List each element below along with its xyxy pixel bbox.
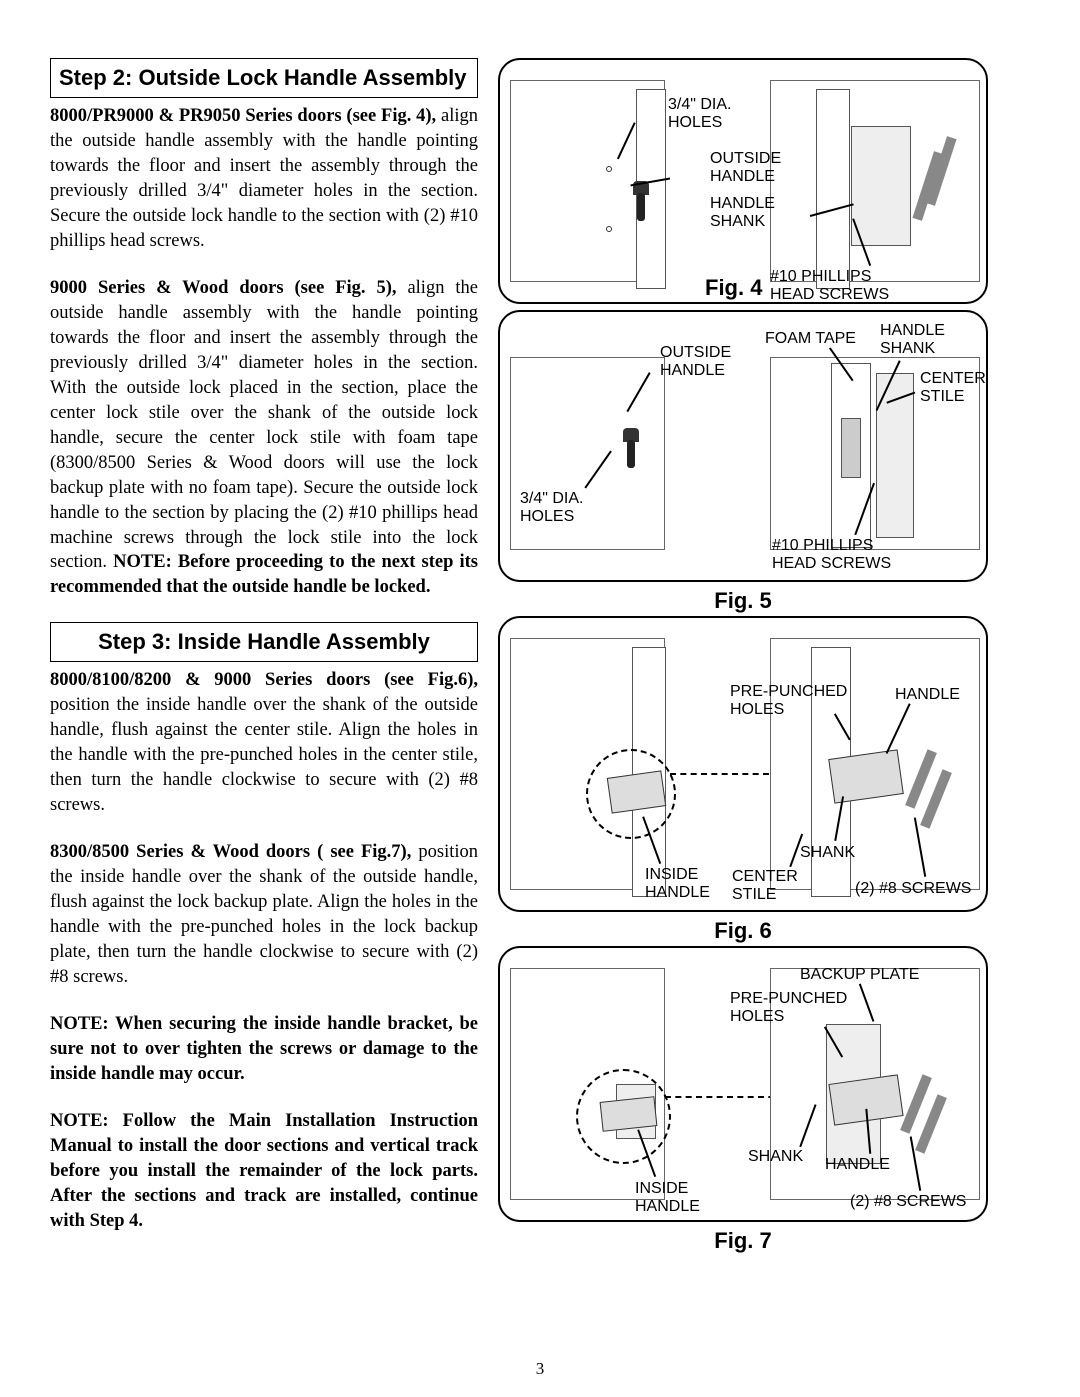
fig7-label-shank: SHANK	[748, 1148, 803, 1166]
fig7-caption: Fig. 7	[498, 1228, 988, 1254]
step2-header: Step 2: Outside Lock Handle Assembly	[50, 58, 478, 98]
fig4-label-dia-holes: 3/4" DIA. HOLES	[668, 96, 731, 131]
fig6-label-center-stile: CENTER STILE	[732, 868, 798, 903]
figure-4: 3/4" DIA. HOLES OUTSIDE HANDLE HANDLE SH…	[498, 58, 988, 304]
fig5-label-foam-tape: FOAM TAPE	[765, 330, 856, 348]
fig6-label-handle: HANDLE	[895, 686, 960, 704]
fig4-label-handle-shank: HANDLE SHANK	[710, 195, 775, 230]
step2-para2-rest: align the outside handle assembly with t…	[50, 278, 478, 573]
step2-para2: 9000 Series & Wood doors (see Fig. 5), a…	[50, 276, 478, 601]
step3-para1-rest: position the inside handle over the shan…	[50, 695, 478, 815]
step2-para2-note: NOTE: Before proceeding to the next step…	[50, 552, 478, 597]
fig6-caption: Fig. 6	[498, 918, 988, 944]
step2-para1-rest: align the outside handle assembly with t…	[50, 106, 478, 251]
fig5-label-screws: #10 PHILLIPS HEAD SCREWS	[772, 537, 891, 572]
fig7-label-backup-plate: BACKUP PLATE	[800, 966, 919, 984]
fig7-label-screws: (2) #8 SCREWS	[850, 1193, 966, 1211]
fig4-left-door	[510, 80, 665, 282]
fig5-label-center-stile: CENTER STILE	[920, 370, 986, 405]
fig6-left-door	[510, 638, 665, 890]
fig5-caption: Fig. 5	[498, 588, 988, 614]
step3-para2-lead: 8300/8500 Series & Wood doors ( see Fig.…	[50, 842, 411, 862]
figure-6: PRE-PUNCHED HOLES HANDLE SHANK INSIDE HA…	[498, 616, 988, 912]
fig7-label-handle: HANDLE	[825, 1156, 890, 1174]
fig4-caption-inline: Fig. 4	[705, 276, 762, 300]
fig6-label-inside-handle: INSIDE HANDLE	[645, 866, 710, 901]
fig4-label-outside-handle: OUTSIDE HANDLE	[710, 150, 781, 185]
step3-para1-lead: 8000/8100/8200 & 9000 Series doors (see …	[50, 670, 478, 690]
page-number: 3	[0, 1359, 1080, 1379]
figure-5: OUTSIDE HANDLE FOAM TAPE HANDLE SHANK CE…	[498, 310, 988, 582]
fig7-left-door	[510, 968, 665, 1200]
step3-para2-rest: position the inside handle over the shan…	[50, 842, 478, 987]
fig7-label-prepunched: PRE-PUNCHED HOLES	[730, 990, 847, 1025]
fig5-label-outside-handle: OUTSIDE HANDLE	[660, 344, 731, 379]
figure-7: BACKUP PLATE PRE-PUNCHED HOLES SHANK HAN…	[498, 946, 988, 1222]
fig4-label-screws: #10 PHILLIPS HEAD SCREWS	[770, 268, 889, 303]
step2-para2-lead: 9000 Series & Wood doors (see Fig. 5),	[50, 278, 397, 298]
step3-note1: NOTE: When securing the inside handle br…	[50, 1012, 478, 1087]
step3-para1: 8000/8100/8200 & 9000 Series doors (see …	[50, 668, 478, 818]
step3-note2: NOTE: Follow the Main Installation Instr…	[50, 1109, 478, 1234]
figures-column: 3/4" DIA. HOLES OUTSIDE HANDLE HANDLE SH…	[498, 58, 988, 1256]
fig5-label-handle-shank: HANDLE SHANK	[880, 322, 945, 357]
fig6-label-prepunched: PRE-PUNCHED HOLES	[730, 683, 847, 718]
fig6-label-screws: (2) #8 SCREWS	[855, 880, 971, 898]
step2-para1: 8000/PR9000 & PR9050 Series doors (see F…	[50, 104, 478, 254]
step2-para1-lead: 8000/PR9000 & PR9050 Series doors (see F…	[50, 106, 436, 126]
text-column: Step 2: Outside Lock Handle Assembly 800…	[50, 58, 478, 1256]
fig7-label-inside-handle: INSIDE HANDLE	[635, 1180, 700, 1215]
fig5-label-dia-holes: 3/4" DIA. HOLES	[520, 490, 583, 525]
step3-header: Step 3: Inside Handle Assembly	[50, 622, 478, 662]
step3-para2: 8300/8500 Series & Wood doors ( see Fig.…	[50, 840, 478, 990]
fig6-label-shank: SHANK	[800, 844, 855, 862]
fig4-right-door	[770, 80, 980, 282]
